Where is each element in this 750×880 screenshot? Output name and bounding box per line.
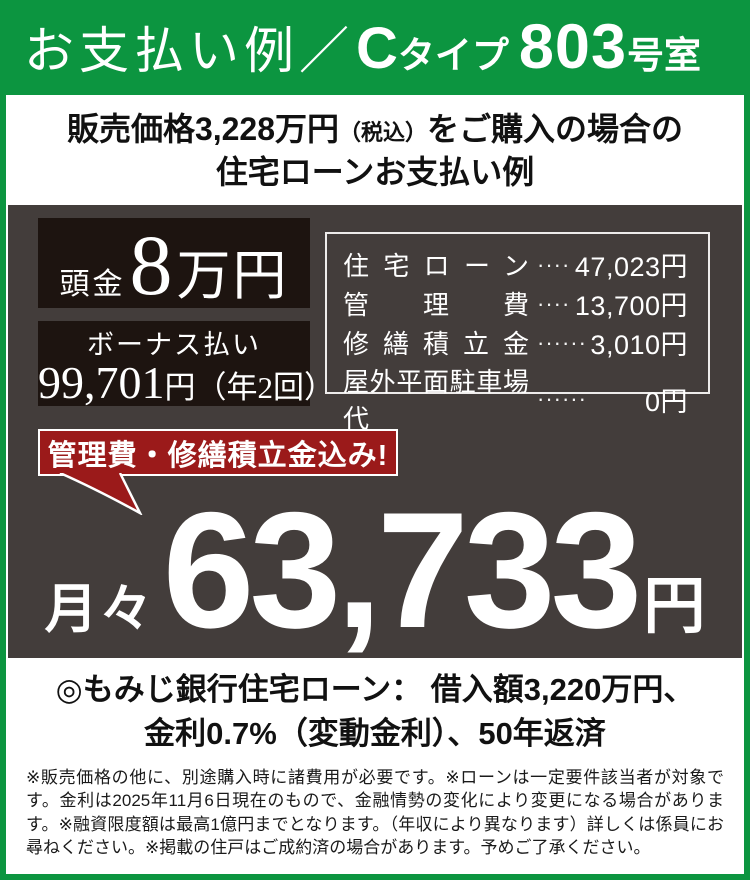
dot-leader: ···· bbox=[537, 251, 571, 277]
panel-top-row: 頭金8万円 ボーナス払い 99,701円（年2回） 住宅ローン ···· 47,… bbox=[38, 218, 742, 434]
fee-row-management: 管理費 ···· 13,700円 bbox=[343, 284, 688, 323]
loan-terms-line2: 金利0.7%（変動金利）、50年返済 bbox=[144, 716, 606, 752]
fee-row-repair-reserve: 修繕積立金 ······ 3,010円 bbox=[343, 323, 688, 362]
fee-row-parking: 屋外平面駐車場代 ······ 0円 bbox=[343, 362, 688, 436]
monthly-amount: 63,733 bbox=[162, 478, 643, 662]
fee-value: 3,010円 bbox=[590, 330, 688, 360]
bonus-amount-line: 99,701円（年2回） bbox=[38, 360, 335, 416]
fee-label: 管理費 bbox=[343, 290, 529, 320]
monthly-prefix: 月々 bbox=[44, 580, 155, 639]
fee-label: 屋外平面駐車場代 bbox=[343, 367, 529, 434]
bonus-label: ボーナス払い bbox=[87, 330, 261, 360]
disclaimer-text: ※販売価格の他に、別途購入時に諸費用が必要です。※ローンは一定要件該当者が対象で… bbox=[26, 768, 724, 858]
price-header: 販売価格3,228万円（税込）をご購入の場合の 住宅ローンお支払い例 bbox=[6, 95, 744, 205]
loan-terms-line1: ◎もみじ銀行住宅ローン： 借入額3,220万円、 bbox=[55, 672, 695, 707]
panel-left-column: 頭金8万円 ボーナス払い 99,701円（年2回） bbox=[38, 218, 335, 406]
loan-terms: ◎もみじ銀行住宅ローン： 借入額3,220万円、 金利0.7%（変動金利）、50… bbox=[6, 668, 744, 756]
price-header-line1: 販売価格3,228万円（税込）をご購入の場合の bbox=[67, 106, 683, 152]
content-area: 販売価格3,228万円（税込）をご購入の場合の 住宅ローンお支払い例 頭金8万円… bbox=[6, 95, 744, 874]
bonus-amount: 99,701 bbox=[38, 357, 165, 408]
banner-type-letter: C bbox=[356, 16, 398, 81]
badge-label: 管理費・修繕積立金込み! bbox=[38, 429, 398, 476]
dot-leader: ···· bbox=[537, 290, 571, 316]
fee-label: 修繕積立金 bbox=[343, 329, 529, 359]
deposit-amount: 8 bbox=[129, 217, 173, 313]
bonus-unit: 円（年2回） bbox=[164, 370, 336, 405]
price-main: 販売価格3,228万円 bbox=[66, 111, 340, 147]
price-tail: をご購入の場合の bbox=[427, 111, 684, 147]
fee-value: 47,023円 bbox=[574, 252, 688, 282]
bonus-box: ボーナス払い 99,701円（年2回） bbox=[38, 321, 335, 406]
banner-room-number: 803 bbox=[518, 12, 628, 82]
speech-tail-icon bbox=[59, 473, 143, 515]
included-fees-badge: 管理費・修繕積立金込み! bbox=[38, 429, 398, 515]
fee-row-housing-loan: 住宅ローン ···· 47,023円 bbox=[343, 245, 688, 284]
dot-leader: ······ bbox=[537, 386, 587, 411]
banner: お支払い例／Cタイプ 803号室 bbox=[0, 0, 750, 95]
monthly-payment: 月々 63,733 円 bbox=[8, 488, 742, 653]
fee-value: 13,700円 bbox=[574, 291, 688, 321]
fee-label: 住宅ローン bbox=[343, 251, 529, 281]
fee-value: 0円 bbox=[644, 386, 688, 417]
deposit-unit: 万円 bbox=[176, 246, 289, 306]
fee-table: 住宅ローン ···· 47,023円 管理費 ···· 13,700円 修繕積立… bbox=[325, 232, 710, 434]
monthly-unit: 円 bbox=[643, 572, 706, 641]
banner-room-word: 号室 bbox=[627, 35, 702, 76]
payment-panel: 頭金8万円 ボーナス払い 99,701円（年2回） 住宅ローン ···· 47,… bbox=[8, 205, 742, 658]
price-header-line2: 住宅ローンお支払い例 bbox=[215, 154, 535, 191]
banner-type-word: タイプ bbox=[397, 35, 509, 76]
deposit-label: 頭金 bbox=[59, 268, 126, 301]
deposit-box: 頭金8万円 bbox=[38, 218, 310, 312]
bottom-section: ◎もみじ銀行住宅ローン： 借入額3,220万円、 金利0.7%（変動金利）、50… bbox=[6, 658, 744, 860]
price-tax-note: （税込） bbox=[339, 120, 428, 145]
dot-leader: ······ bbox=[537, 329, 587, 355]
banner-title: お支払い例／ bbox=[24, 23, 354, 79]
